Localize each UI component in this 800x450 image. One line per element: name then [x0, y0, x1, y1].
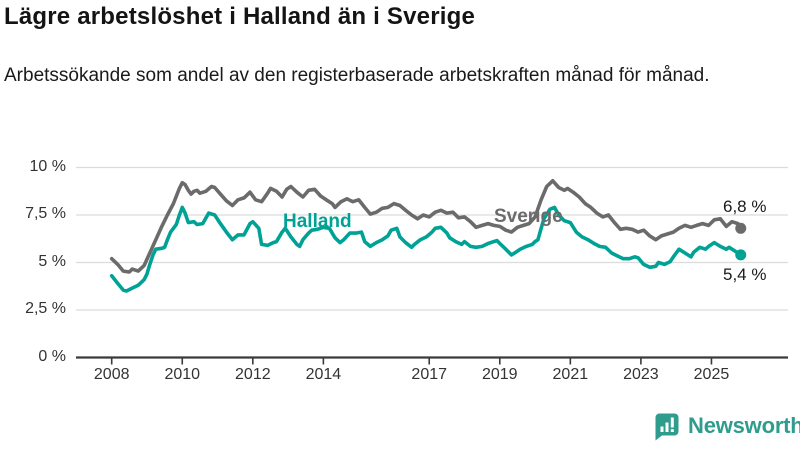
x-tick-label: 2025 [693, 366, 730, 383]
x-tick-label: 2021 [552, 366, 589, 383]
series-label-sverige: Sverige [494, 206, 563, 227]
y-tick-label: 2,5 % [25, 300, 66, 317]
newsworthy-logo: Newsworthy [654, 411, 800, 441]
end-value-sverige: 6,8 % [723, 197, 767, 216]
end-dot-sverige [735, 222, 747, 234]
x-tick-label: 2019 [481, 366, 518, 383]
x-tick-label: 2008 [93, 366, 130, 383]
chart-title: Lägre arbetslöshet i Halland än i Sverig… [4, 3, 476, 30]
x-tick-label: 2017 [411, 366, 448, 383]
newsworthy-wordmark: Newsworthy [688, 413, 800, 438]
x-tick-label: 2012 [235, 366, 271, 383]
series-line-sverige [109, 179, 743, 274]
y-tick-label: 5 % [38, 252, 66, 270]
series-label-halland: Halland [283, 211, 352, 232]
series-line-halland [109, 205, 743, 293]
y-tick-label: 7,5 % [25, 205, 66, 222]
end-dot-halland [735, 249, 747, 261]
newsworthy-icon [655, 413, 679, 441]
y-tick-label: 0 % [38, 347, 66, 365]
x-tick-label: 2023 [623, 366, 659, 383]
chart-subtitle: Arbetssökande som andel av den registerb… [4, 65, 710, 86]
y-tick-label: 10 % [29, 157, 66, 175]
end-value-halland: 5,4 % [723, 265, 767, 284]
x-tick-label: 2014 [305, 366, 342, 383]
x-tick-label: 2010 [164, 366, 201, 383]
